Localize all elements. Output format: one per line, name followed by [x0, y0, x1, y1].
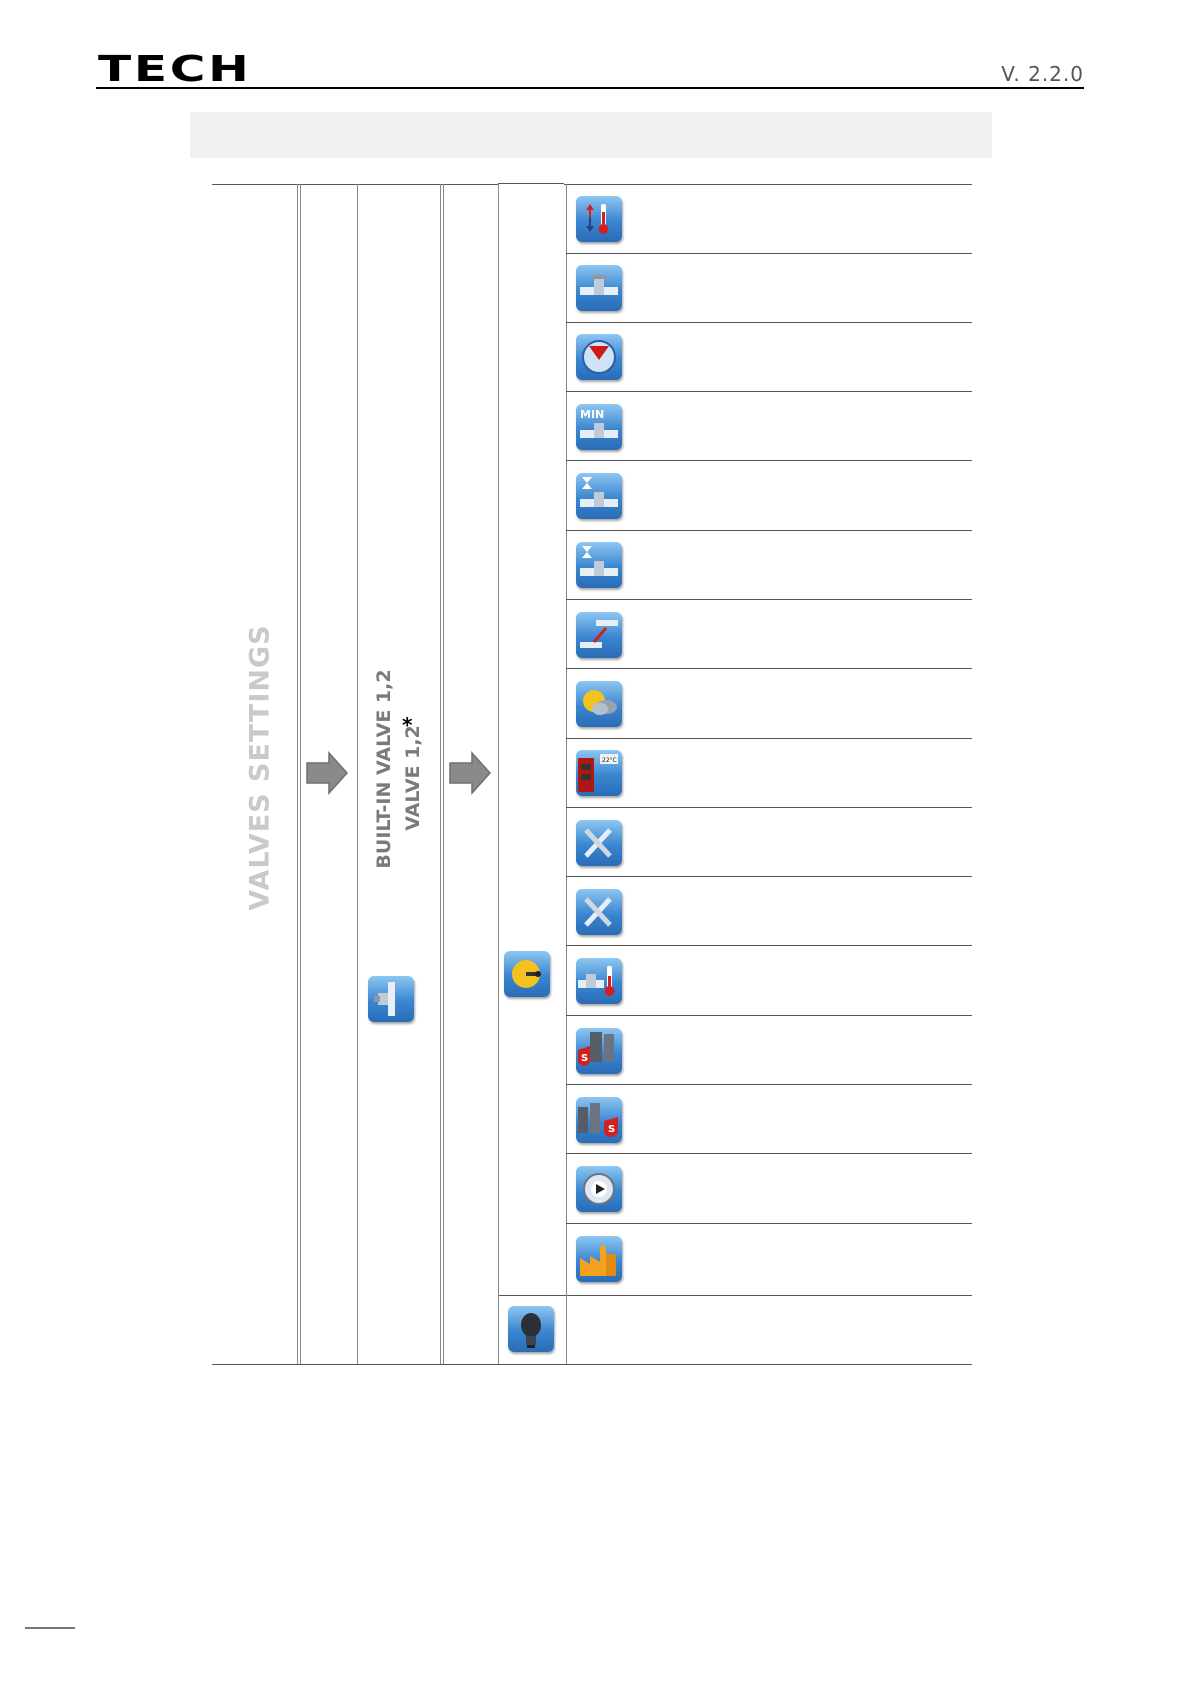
column-divider [440, 184, 441, 1364]
arrow-right-icon [449, 751, 492, 795]
row-separator [566, 807, 972, 808]
valves-settings-label: VALVES SETTINGS [244, 624, 276, 911]
row-separator [566, 1223, 972, 1224]
valve-thermometer-icon[interactable] [576, 958, 622, 1004]
footnote-asterisk: * [402, 713, 413, 737]
column-divider [498, 184, 499, 1364]
row-separator [566, 876, 972, 877]
row-separator [566, 460, 972, 461]
light-bulb-icon[interactable] [508, 1306, 554, 1352]
row-separator [566, 599, 972, 600]
row-separator [566, 253, 972, 254]
column-divider [443, 184, 444, 1364]
row-separator [566, 945, 972, 946]
min-valve-icon[interactable]: MIN [576, 404, 622, 450]
column-divider [297, 184, 298, 1364]
gauge-icon[interactable] [576, 334, 622, 380]
valve-icon[interactable] [368, 976, 414, 1022]
thermometer-arrows-icon[interactable] [576, 196, 622, 242]
tech-logo: TECH [98, 49, 252, 90]
tools-alt-icon[interactable] [576, 889, 622, 935]
svg-text:22°C: 22°C [602, 757, 617, 764]
valve-settings-icon[interactable] [504, 951, 550, 997]
valve-label: VALVE 1,2 [402, 725, 424, 831]
valve-icon[interactable] [576, 265, 622, 311]
hourglass-valve-icon[interactable] [576, 473, 622, 519]
table-bottom-rule [212, 1364, 972, 1365]
room-regulator-icon[interactable]: 22°C [576, 750, 622, 796]
row-separator [566, 391, 972, 392]
factory-settings-icon[interactable] [576, 1236, 622, 1282]
version-label: V. 2.2.0 [1001, 62, 1084, 86]
column-divider [300, 184, 301, 1364]
row-separator [566, 738, 972, 739]
boiler-protection-icon[interactable]: S [576, 1028, 622, 1074]
svg-text:S: S [581, 1053, 588, 1064]
header-rule [96, 87, 1084, 89]
svg-text:MIN: MIN [580, 408, 604, 421]
column-divider [357, 184, 358, 1364]
weather-icon[interactable] [576, 681, 622, 727]
footer-rule [25, 1627, 75, 1629]
row-separator [566, 530, 972, 531]
table-top-rule [212, 184, 498, 185]
hourglass-valve-alt-icon[interactable] [576, 542, 622, 588]
built-in-valve-label: BUILT-IN VALVE 1,2 [373, 669, 395, 869]
return-protection-icon[interactable]: S [576, 1097, 622, 1143]
arrow-right-icon [306, 751, 349, 795]
row-separator [566, 1084, 972, 1085]
row-separator [566, 668, 972, 669]
table-top-rule [564, 184, 972, 185]
valve-direction-icon[interactable] [576, 612, 622, 658]
row-separator [566, 1153, 972, 1154]
tools-icon[interactable] [576, 820, 622, 866]
pump-icon[interactable] [576, 1166, 622, 1212]
section-banner [190, 112, 992, 158]
row-separator [566, 1015, 972, 1016]
row-separator [566, 322, 972, 323]
svg-text:S: S [608, 1124, 615, 1135]
table-row-rule [498, 1295, 972, 1296]
column-divider [566, 184, 567, 1364]
table-top-rule [498, 183, 564, 184]
